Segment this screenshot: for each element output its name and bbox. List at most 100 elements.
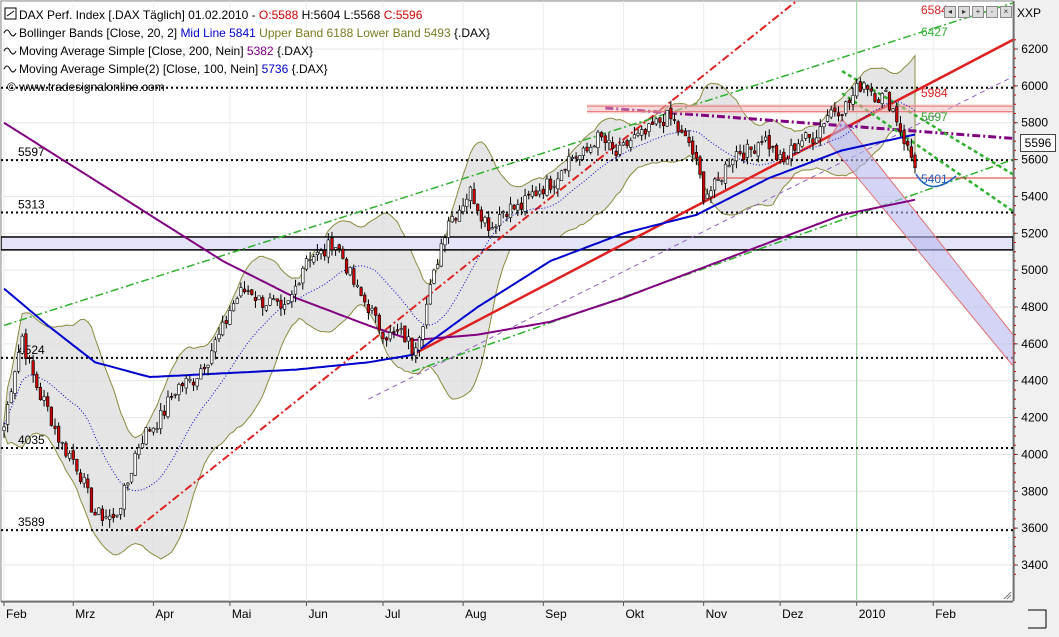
- candle: [570, 154, 575, 162]
- candle: [705, 188, 709, 200]
- candle: [767, 129, 771, 157]
- candle: [71, 443, 75, 465]
- candle: [53, 418, 57, 435]
- trendline-6: [841, 70, 1013, 176]
- indicator-icon[interactable]: [3, 47, 17, 55]
- candle: [753, 144, 757, 155]
- candle: [268, 292, 272, 307]
- y-tick-4400: 4400: [1021, 374, 1048, 388]
- scroll-left-icon[interactable]: ◂: [944, 6, 956, 18]
- candle: [847, 97, 852, 111]
- expand-corner-icon[interactable]: [1028, 609, 1047, 629]
- trendlines: [3, 1, 1013, 531]
- candle: [173, 393, 177, 399]
- candle: [457, 205, 462, 222]
- candle: [589, 144, 593, 155]
- candle: [651, 116, 655, 125]
- candle: [119, 507, 123, 520]
- candle: [290, 290, 294, 308]
- y-tick-4800: 4800: [1021, 300, 1048, 314]
- candle: [505, 211, 509, 222]
- candle: [301, 265, 305, 290]
- candle: [530, 184, 534, 199]
- candle: [585, 142, 589, 153]
- candle: [855, 78, 859, 99]
- candle: [388, 325, 392, 342]
- candle: [199, 364, 203, 380]
- candle: [293, 279, 298, 303]
- candle: [115, 514, 119, 519]
- y-tick-3600: 3600: [1021, 521, 1048, 535]
- candle: [658, 116, 662, 129]
- candle: [319, 247, 323, 260]
- scroll-right-icon[interactable]: ▸: [958, 6, 970, 18]
- candle: [712, 177, 717, 199]
- indicator-icon[interactable]: [3, 65, 17, 73]
- candle: [436, 258, 440, 269]
- candle: [552, 180, 556, 195]
- candle: [822, 123, 826, 134]
- candle: [104, 509, 108, 520]
- candle: [534, 186, 538, 197]
- candle: [381, 331, 385, 345]
- candle: [454, 217, 458, 224]
- candle: [884, 88, 888, 92]
- ma200-line: [3, 121, 916, 342]
- candle: [337, 243, 341, 253]
- candle: [64, 441, 68, 459]
- close-icon[interactable]: ×: [1000, 6, 1012, 18]
- legend-row-2: Moving Average Simple [Close, 200, Nein]…: [19, 44, 313, 58]
- resize-grip-icon[interactable]: [1003, 591, 1012, 600]
- trend-label-0: 6584: [921, 3, 948, 17]
- candle: [67, 450, 72, 462]
- candle: [490, 221, 494, 230]
- candle: [702, 171, 706, 205]
- candle: [501, 210, 505, 219]
- zoom-out-icon[interactable]: -: [986, 6, 998, 18]
- candle: [913, 152, 917, 174]
- y-tick-5800: 5800: [1021, 116, 1048, 130]
- x-tick-8: Okt: [625, 607, 644, 621]
- candle: [691, 136, 695, 163]
- trendline-2: [3, 2, 1013, 327]
- candle: [377, 313, 381, 335]
- candle: [487, 211, 491, 237]
- candle: [341, 245, 345, 260]
- y-tick-6200: 6200: [1021, 42, 1048, 56]
- candle: [323, 243, 327, 261]
- candle: [512, 203, 516, 211]
- window-buttons: ◂ ▸ + - ×: [944, 6, 1012, 18]
- candle: [771, 145, 775, 153]
- x-tick-1: Mrz: [75, 607, 95, 621]
- trend-annotations: 6584 6427 5984 5697 5401: [915, 3, 957, 188]
- candle: [698, 155, 702, 179]
- candle: [778, 149, 782, 164]
- candle: [833, 102, 837, 117]
- candle: [472, 182, 476, 205]
- candle: [621, 140, 626, 146]
- arc-marker: [915, 173, 957, 188]
- candle: [9, 388, 13, 404]
- candle: [344, 257, 349, 276]
- candle: [129, 472, 134, 485]
- x-tick-3: Mai: [232, 607, 251, 621]
- candle: [261, 295, 265, 316]
- candle: [308, 251, 312, 268]
- candle: [57, 422, 61, 450]
- candle: [709, 185, 713, 204]
- candle: [734, 145, 739, 169]
- candle: [75, 458, 79, 475]
- candle: [195, 378, 199, 391]
- candle: [479, 206, 483, 229]
- candle: [425, 297, 429, 329]
- candle: [352, 264, 356, 288]
- candle: [224, 315, 228, 329]
- candle: [760, 135, 764, 146]
- candle: [184, 374, 188, 395]
- candle: [738, 144, 742, 156]
- indicator-icon[interactable]: [3, 29, 17, 37]
- candle: [42, 389, 46, 407]
- zoom-in-icon[interactable]: +: [972, 6, 984, 18]
